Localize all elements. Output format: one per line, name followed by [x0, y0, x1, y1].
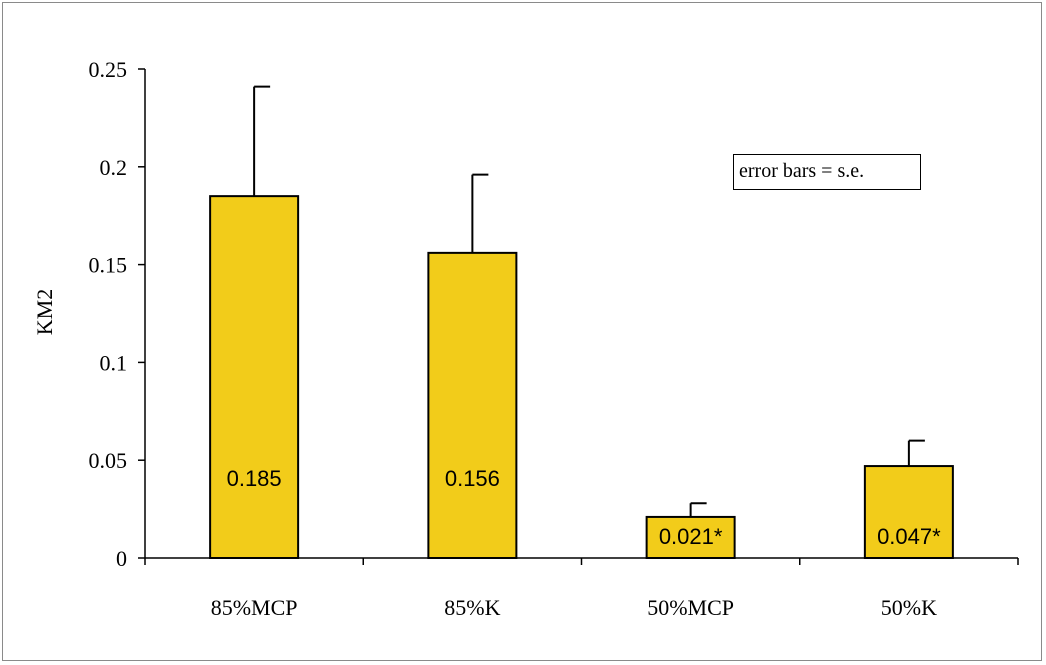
- data-label: 0.047*: [877, 524, 941, 549]
- data-label: 0.156: [445, 466, 500, 491]
- bar: [863, 465, 954, 559]
- y-tick-label: 0.15: [89, 253, 128, 278]
- x-axis: 85%MCP 85%K 50%MCP 50%K: [144, 557, 1019, 620]
- y-tick-label: 0.2: [100, 155, 128, 180]
- data-label: 0.021*: [659, 524, 723, 549]
- y-axis-label: KM2: [32, 289, 57, 335]
- x-tick-label: 50%K: [881, 595, 937, 620]
- y-tick-label: 0: [116, 546, 127, 571]
- bar: [645, 515, 736, 560]
- data-label: 0.185: [227, 466, 282, 491]
- y-tick-label: 0.1: [100, 350, 128, 375]
- x-tick-label: 85%K: [444, 595, 500, 620]
- y-tick-label: 0.05: [89, 448, 128, 473]
- error-bars-note: error bars = s.e.: [733, 154, 921, 190]
- bar: [209, 195, 300, 559]
- bars: 0.185 0.156 0.021* 0.047*: [209, 85, 954, 560]
- y-axis: 0 0.05 0.1 0.15 0.2 0.25: [89, 57, 146, 571]
- bar: [427, 251, 518, 559]
- x-tick-label: 85%MCP: [211, 595, 298, 620]
- y-tick-label: 0.25: [89, 57, 128, 82]
- x-tick-label: 50%MCP: [647, 595, 734, 620]
